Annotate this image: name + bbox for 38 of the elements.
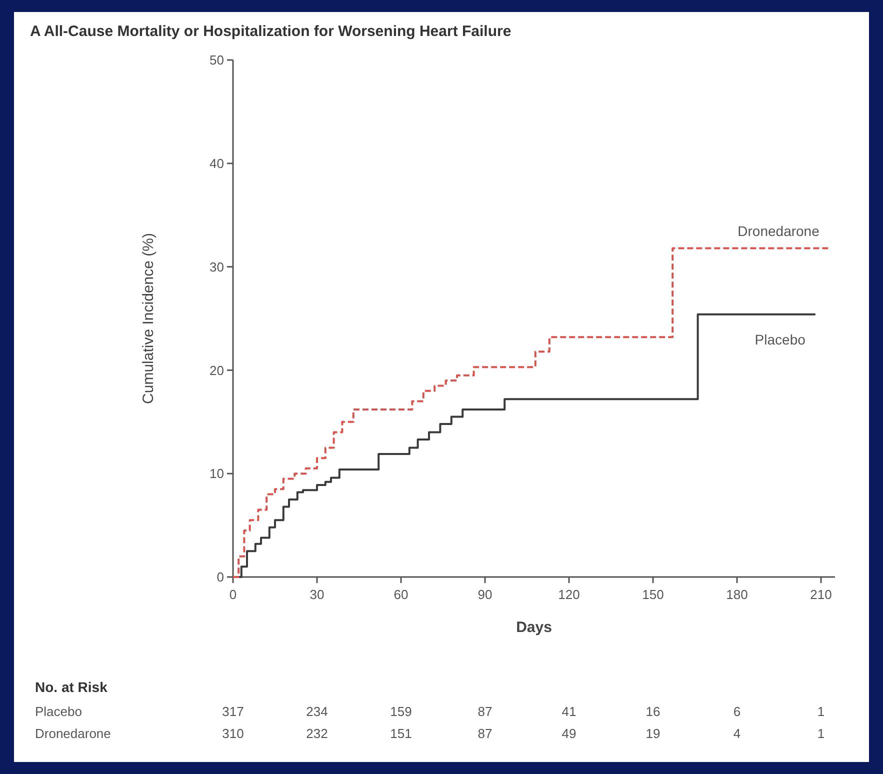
series-label: Dronedarone: [738, 223, 820, 240]
text: Placebo: [35, 704, 82, 719]
x-tick-label: 60: [394, 587, 408, 602]
text: 310: [222, 726, 244, 741]
chart-title: A All-Cause Mortality or Hospitalization for Worsening Heart Failure: [30, 23, 512, 40]
text: 159: [390, 704, 412, 719]
y-tick-label: 40: [210, 156, 224, 171]
y-axis-title: Cumulative Incidence (%): [140, 233, 157, 404]
text: 317: [222, 704, 244, 719]
x-tick-label: 210: [810, 587, 832, 602]
text: 6: [733, 704, 741, 719]
x-tick-label: 30: [310, 587, 324, 602]
text: 41: [562, 704, 576, 719]
y-tick-label: 50: [210, 52, 224, 68]
text: 87: [478, 726, 492, 741]
x-tick-label: 150: [642, 587, 664, 602]
series-label: Placebo: [754, 331, 806, 348]
x-tick-label: 90: [478, 587, 492, 602]
text: 16: [646, 704, 660, 719]
text: 4: [733, 726, 741, 741]
x-axis-title: Days: [516, 619, 552, 636]
y-tick-label: 20: [210, 362, 224, 378]
y-tick-label: 10: [210, 466, 224, 482]
text: 1: [817, 704, 825, 719]
text: 49: [562, 726, 576, 741]
text: 232: [306, 726, 328, 741]
y-tick-label: 30: [210, 259, 224, 274]
text: 234: [306, 704, 328, 719]
text: 87: [478, 704, 492, 719]
text: No. at Risk: [35, 679, 108, 695]
text: 1: [817, 726, 825, 741]
text: Dronedarone: [35, 726, 111, 741]
x-tick-label: 180: [726, 587, 748, 602]
y-tick-label: 0: [216, 570, 224, 585]
text: 19: [646, 726, 660, 741]
text: 151: [390, 726, 412, 741]
x-tick-label: 120: [558, 587, 580, 602]
x-tick-label: 0: [229, 587, 237, 602]
